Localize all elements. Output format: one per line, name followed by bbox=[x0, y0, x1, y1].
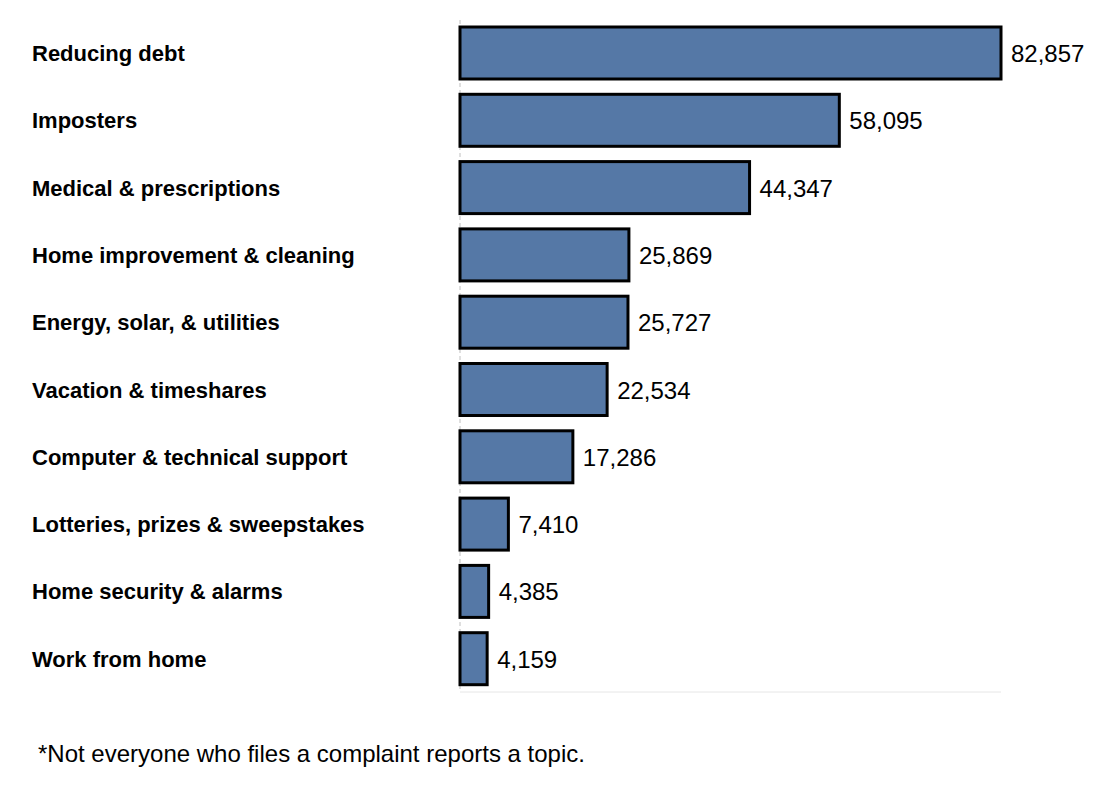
bar bbox=[460, 498, 508, 550]
category-label: Lotteries, prizes & sweepstakes bbox=[32, 512, 365, 537]
bar bbox=[460, 633, 487, 685]
bar bbox=[460, 229, 629, 281]
category-label: Imposters bbox=[32, 108, 137, 133]
category-label: Home improvement & cleaning bbox=[32, 243, 355, 268]
data-label: 25,869 bbox=[639, 242, 712, 269]
data-label: 25,727 bbox=[638, 309, 711, 336]
category-label: Work from home bbox=[32, 647, 206, 672]
category-label: Vacation & timeshares bbox=[32, 378, 267, 403]
data-label: 4,385 bbox=[499, 578, 559, 605]
bar bbox=[460, 162, 750, 214]
data-label: 4,159 bbox=[497, 646, 557, 673]
chart: Reducing debt 82,857 Imposters 58,095 Medica… bbox=[0, 0, 1119, 808]
bar bbox=[460, 296, 628, 348]
bar bbox=[460, 364, 607, 416]
data-label: 7,410 bbox=[518, 511, 578, 538]
category-label: Reducing debt bbox=[32, 41, 185, 66]
bars bbox=[460, 27, 1001, 685]
category-label: Home security & alarms bbox=[32, 579, 283, 604]
bar bbox=[460, 565, 489, 617]
data-label: 22,534 bbox=[617, 377, 690, 404]
data-label: 58,095 bbox=[849, 107, 922, 134]
data-label: 82,857 bbox=[1011, 40, 1084, 67]
bar bbox=[460, 94, 839, 146]
category-label: Medical & prescriptions bbox=[32, 176, 280, 201]
bar bbox=[460, 27, 1001, 79]
data-label: 17,286 bbox=[583, 444, 656, 471]
x-axis-line bbox=[460, 692, 1001, 693]
data-label: 44,347 bbox=[760, 175, 833, 202]
footnote: *Not everyone who files a complaint repo… bbox=[38, 740, 585, 767]
bar bbox=[460, 431, 573, 483]
category-label: Computer & technical support bbox=[32, 445, 348, 470]
category-label: Energy, solar, & utilities bbox=[32, 310, 280, 335]
